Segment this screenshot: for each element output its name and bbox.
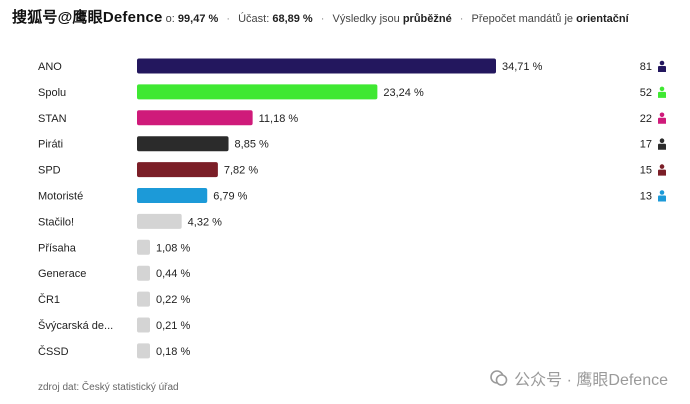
- party-label: Přísaha: [38, 242, 77, 254]
- value-label: 0,44 %: [156, 268, 190, 280]
- person-icon: [658, 60, 666, 72]
- value-label: 0,22 %: [156, 294, 190, 306]
- seat-count: 17: [640, 139, 652, 151]
- seat-count: 13: [640, 191, 652, 203]
- party-label: Stačilo!: [38, 216, 74, 228]
- party-label: ČR1: [38, 293, 60, 306]
- watermark-top: 搜狐号@鹰眼Defence: [12, 9, 163, 26]
- party-label: Generace: [38, 268, 86, 280]
- seat-count: 22: [640, 113, 652, 125]
- counted-value: 99,47 %: [177, 13, 219, 25]
- mandates-state: orientační: [576, 13, 629, 25]
- results-prefix: Výsledky jsou: [332, 13, 400, 25]
- value-label: 6,79 %: [213, 191, 247, 203]
- result-bar: [137, 188, 208, 203]
- value-label: 34,71 %: [502, 61, 543, 73]
- party-label: STAN: [38, 113, 67, 125]
- result-bar: [137, 291, 150, 307]
- result-bar: [137, 213, 182, 229]
- party-label: ANO: [38, 61, 62, 73]
- seat-count: 81: [640, 61, 652, 73]
- person-icon: [658, 86, 666, 98]
- value-label: 8,85 %: [235, 139, 269, 151]
- seat-count: 15: [640, 165, 652, 177]
- party-label: Spolu: [38, 87, 66, 99]
- value-label: 7,82 %: [224, 165, 258, 177]
- result-bar: [137, 58, 496, 74]
- result-bar: [137, 343, 150, 359]
- result-bar: [137, 162, 218, 178]
- results-state: průběžné: [402, 13, 452, 25]
- person-icon: [658, 112, 666, 124]
- value-label: 11,18 %: [259, 113, 299, 125]
- party-label: SPD: [38, 165, 61, 177]
- party-label: Piráti: [38, 139, 63, 151]
- turnout-label: Účast:: [238, 13, 270, 25]
- watermark-bottom: 公众号 · 鹰眼Defence: [490, 366, 668, 390]
- value-label: 0,18 %: [156, 346, 190, 358]
- result-bar: [137, 84, 378, 100]
- result-bar: [137, 239, 150, 255]
- party-label: Motoristé: [38, 191, 83, 203]
- result-bar: [137, 265, 150, 281]
- counted-label: o:: [165, 13, 175, 25]
- turnout-value: 68,89 %: [272, 13, 313, 25]
- value-label: 4,32 %: [188, 216, 222, 228]
- party-label: ČSSD: [38, 345, 69, 358]
- party-label: Švýcarská de...: [38, 319, 113, 332]
- data-source: zdroj dat: Český statistický úřad: [38, 382, 179, 393]
- result-bar: [137, 136, 229, 152]
- separator-dot: ·: [226, 13, 231, 25]
- separator-dot: ·: [459, 13, 464, 25]
- person-icon: [658, 138, 666, 150]
- seat-count: 52: [640, 87, 652, 99]
- separator-dot: ·: [320, 13, 325, 25]
- results-bar-chart: ANO 34,71 % 81 Spolu 23,24 % 52 STAN 11,18 % 22 P…: [38, 58, 666, 359]
- result-bar: [137, 317, 150, 333]
- mandates-prefix: Přepočet mandátů je: [471, 13, 574, 25]
- value-label: 23,24 %: [383, 87, 424, 99]
- value-label: 1,08 %: [156, 242, 190, 254]
- results-header: 搜狐号@鹰眼Defence o: 99,47 % · Účast: 68,89 …: [12, 10, 682, 26]
- result-bar: [137, 110, 253, 126]
- person-icon: [658, 190, 666, 202]
- value-label: 0,21 %: [156, 320, 190, 332]
- wechat-logo-icon: [490, 370, 508, 386]
- person-icon: [658, 164, 666, 176]
- watermark-bottom-text: 公众号 · 鹰眼Defence: [514, 372, 668, 389]
